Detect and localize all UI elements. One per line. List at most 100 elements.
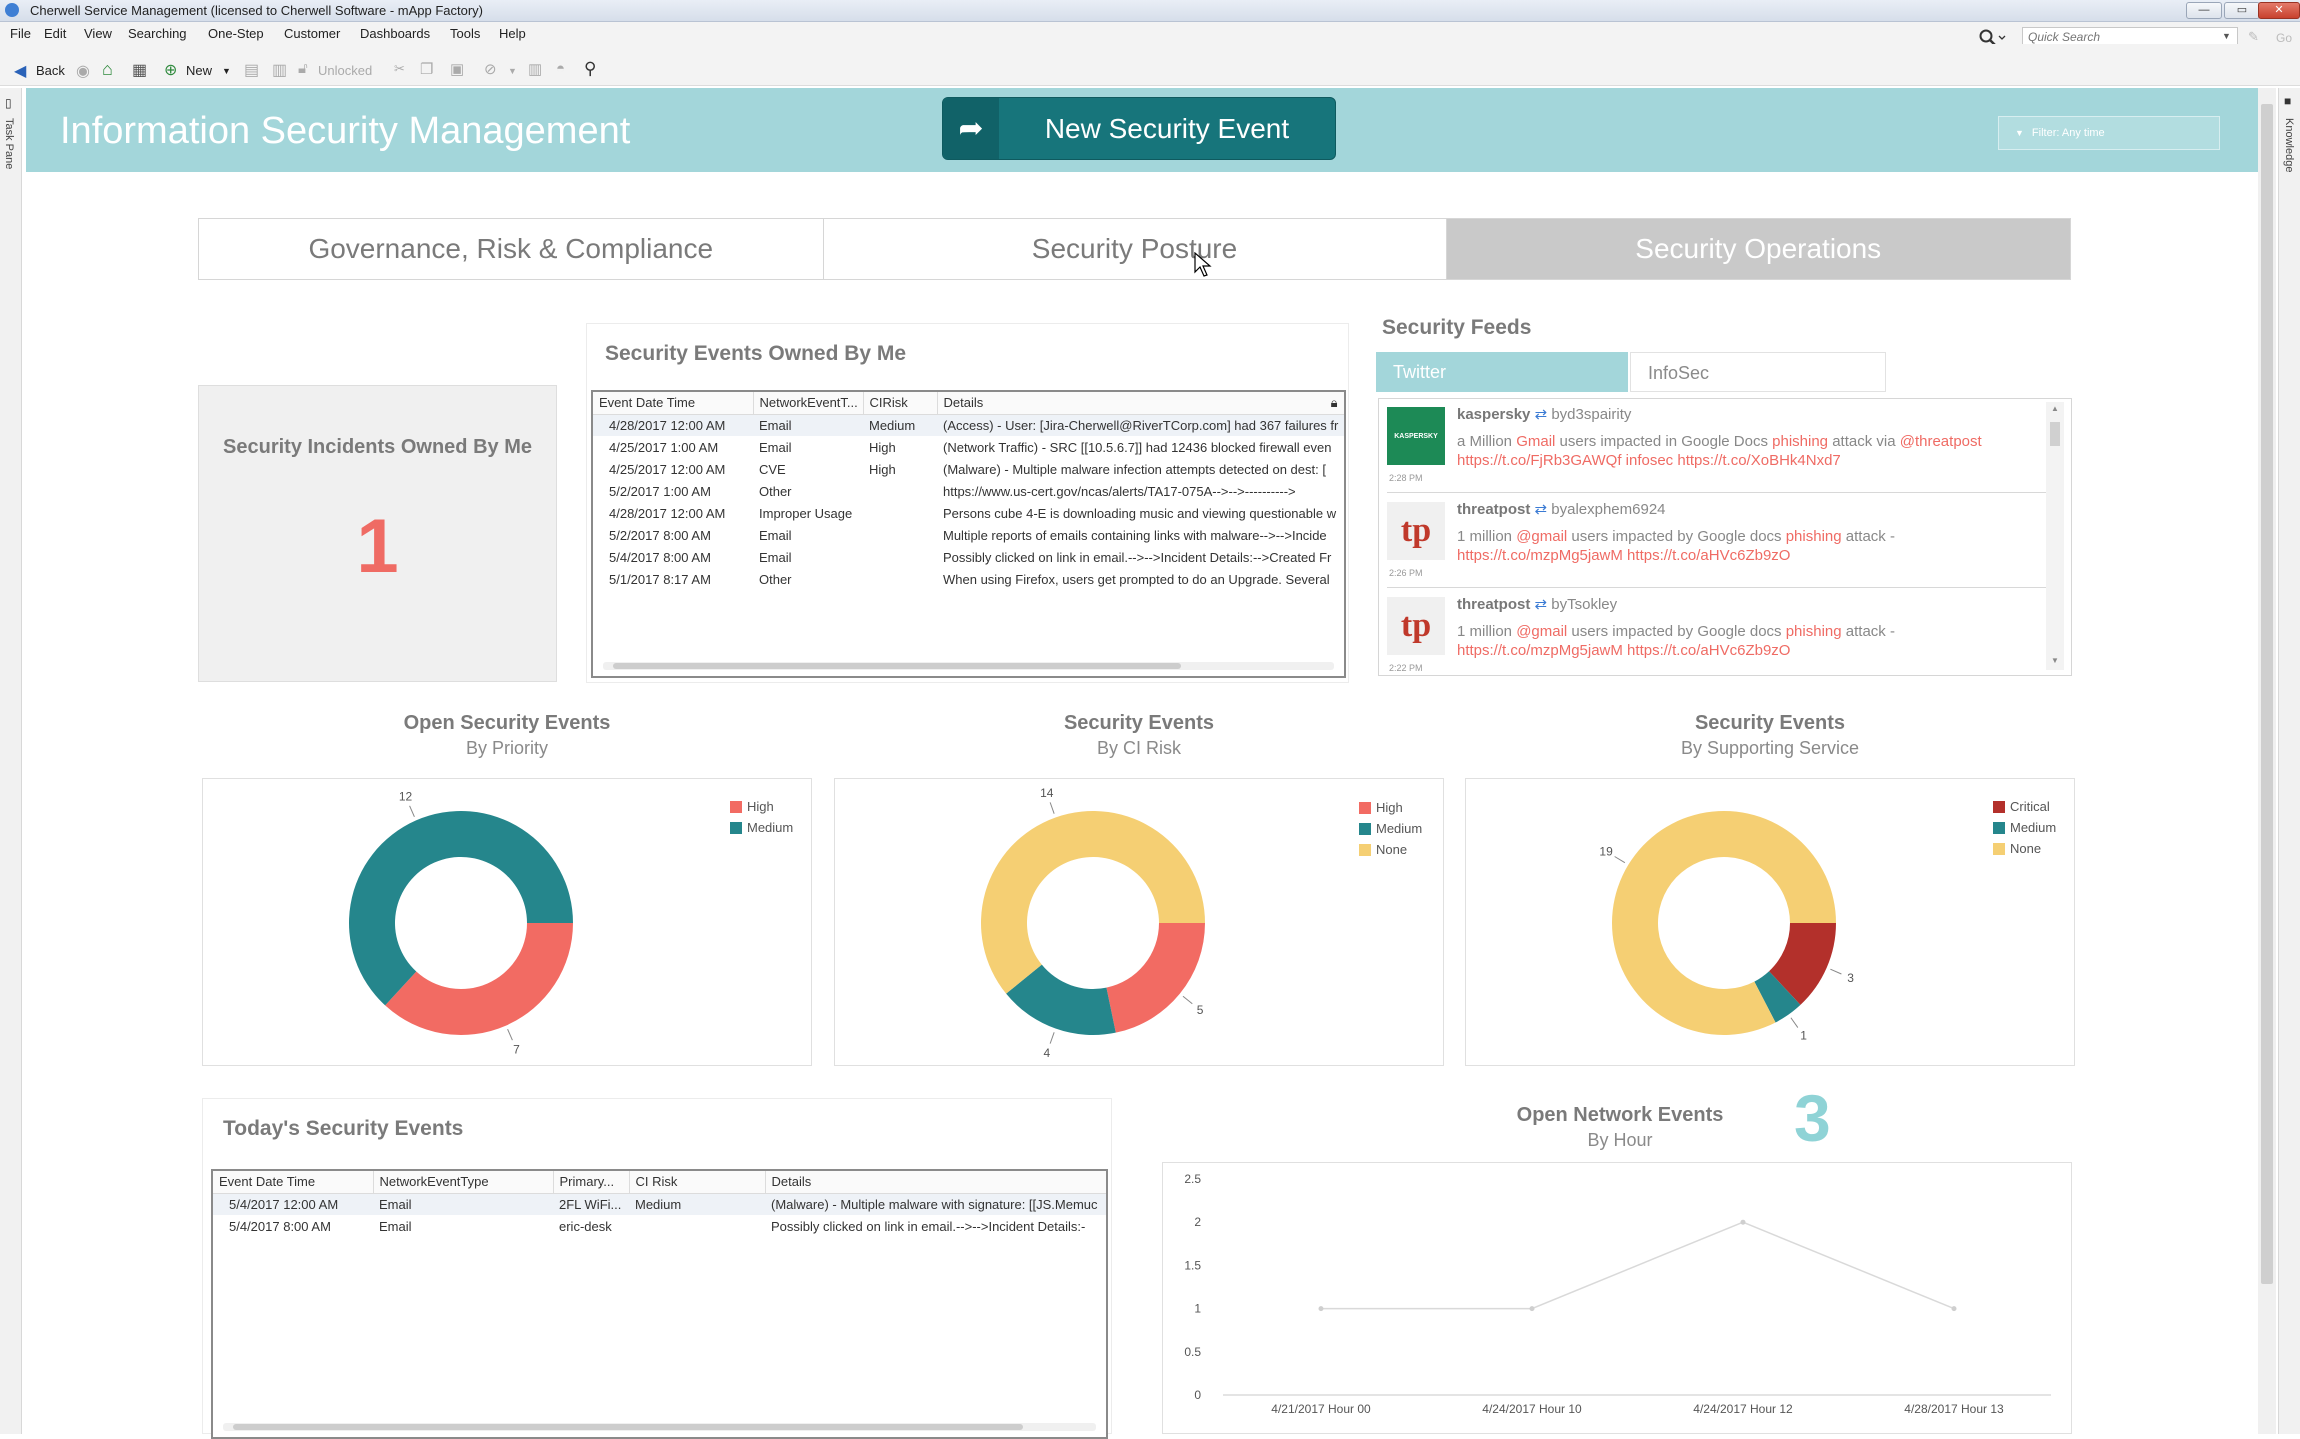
legend-item-none[interactable]: None [1993,838,2056,859]
donut-slice-critical[interactable] [1769,923,1836,1005]
data-point[interactable] [1318,1306,1324,1312]
tab-governance[interactable]: Governance, Risk & Compliance [199,219,824,279]
legend-item-medium[interactable]: Medium [1993,817,2056,838]
time-filter-dropdown[interactable]: ▼ Filter: Any time [1998,116,2220,150]
delete-icon[interactable]: ▥ [272,62,288,79]
cut-icon[interactable]: ✂ [394,61,405,76]
today-events-grid[interactable]: Event Date Time NetworkEventType Primary… [211,1169,1108,1439]
data-point[interactable] [1951,1306,1957,1312]
attach-chevron-icon[interactable]: ▼ [508,66,517,76]
back-arrow-icon[interactable]: ◀ [14,63,27,80]
donut-slice-none[interactable] [981,811,1205,994]
column-header-details[interactable]: Details [765,1171,1106,1194]
feed-highlight[interactable]: phishing [1785,623,1842,640]
owned-events-hscroll-thumb[interactable] [613,663,1181,669]
donut-slice-medium[interactable] [1754,971,1801,1023]
line-chart-network-events[interactable]: 0 0.5 1 1.5 2 2.5 4/21/2017 Hour 00 4/24/2017 H… [1163,1163,2071,1435]
menu-tools[interactable]: Tools [450,26,481,41]
column-header-network-event-type[interactable]: NetworkEventType [373,1171,554,1194]
column-header-network-event-type[interactable]: NetworkEventT... [753,392,864,415]
donut-slice-medium[interactable] [349,811,573,1006]
print-icon[interactable]: ◓ [556,60,566,77]
lock-icon[interactable]: 🔓︎ [298,60,308,77]
incidents-count[interactable]: 1 [356,504,399,589]
paste-icon[interactable]: ▣ [450,61,465,78]
table-row[interactable]: 5/2/2017 8:00 AM Email Multiple reports of… [593,524,1344,546]
menu-edit[interactable]: Edit [44,26,67,41]
page-scrollbar-thumb[interactable] [2261,104,2273,1284]
quick-search-input[interactable] [2022,27,2238,47]
feed-item[interactable]: tp 2:22 PM threatpost ⇄ byTsokley 1 mill… [1387,591,2049,675]
tab-infosec[interactable]: InfoSec [1630,352,1886,392]
new-chevron-icon[interactable]: ▼ [222,66,231,76]
menu-searching[interactable]: Searching [128,26,187,41]
network-events-count[interactable]: 3 [1794,1081,1831,1155]
new-security-event-button[interactable]: ➦ New Security Event [942,97,1336,160]
today-events-hscroll-thumb[interactable] [233,1424,1023,1430]
pen-icon[interactable]: ✎ [2248,29,2259,44]
donut-chart-service[interactable]: 3 1 19 [1466,779,2074,1065]
feed-scrollbar[interactable]: ▲ ▼ [2046,402,2064,670]
menu-one-step[interactable]: One-Step [208,26,264,41]
table-row[interactable]: 4/25/2017 12:00 AM CVE High (Malware) - Mul… [593,458,1344,480]
feed-list[interactable]: KASPERSKY 2:28 PM kaspersky ⇄ byd3spairi… [1378,398,2072,676]
donut-slice-high[interactable] [385,923,573,1035]
attach-icon[interactable]: ⊘ [484,61,497,78]
feed-highlight[interactable]: phishing [1772,433,1829,450]
column-header-details[interactable]: Details 🔒︎ [937,392,1344,415]
tab-security-operations[interactable]: Security Operations [1446,219,2070,279]
close-button[interactable]: ✕ [2258,2,2300,19]
feed-retweeted-by[interactable]: byalexphem6924 [1551,501,1666,518]
feed-retweeted-by[interactable]: byd3spairity [1551,406,1632,423]
legend-item-high[interactable]: High [730,796,793,817]
legend-item-critical[interactable]: Critical [1993,796,2056,817]
donut-slice-none[interactable] [1612,811,1836,1035]
table-row[interactable]: 5/2/2017 1:00 AM Other https://www.us-cert… [593,480,1344,502]
column-header-ci-risk[interactable]: CI Risk [629,1171,766,1194]
today-events-hscroll[interactable] [223,1423,1096,1431]
feed-item[interactable]: KASPERSKY 2:28 PM kaspersky ⇄ byd3spairi… [1387,401,2049,493]
feed-account[interactable]: kaspersky [1457,406,1531,423]
column-header-ci-risk[interactable]: CIRisk [863,392,938,415]
table-row[interactable]: 5/4/2017 8:00 AM Email Possibly clicked on… [593,546,1344,568]
legend-item-high[interactable]: High [1359,797,1422,818]
feed-highlight[interactable]: @gmail [1516,623,1568,640]
page-scrollbar[interactable] [2258,88,2276,1434]
new-plus-icon[interactable]: ⊕ [164,62,178,79]
save-icon[interactable]: ▤ [244,62,260,79]
calendar-icon[interactable]: ▦ [132,62,148,79]
feed-link[interactable]: https://t.co/mzpMg5jawM https://t.co/aHV… [1457,547,1791,564]
donut-chart-ci-risk[interactable]: 5 4 14 [835,779,1443,1065]
legend-item-medium[interactable]: Medium [1359,818,1422,839]
feed-highlight[interactable]: Gmail [1516,433,1556,450]
feed-account[interactable]: threatpost [1457,501,1531,518]
feed-account[interactable]: threatpost [1457,596,1531,613]
donut-slice-medium[interactable] [1006,964,1116,1035]
column-header-primary[interactable]: Primary... [553,1171,630,1194]
task-pane[interactable]: ▯ Task Pane [0,88,22,1434]
feed-scrollbar-thumb[interactable] [2050,422,2060,446]
restore-button[interactable]: ▭ [2224,2,2260,19]
scroll-down-icon[interactable]: ▼ [2051,656,2059,665]
legend-item-medium[interactable]: Medium [730,817,793,838]
menu-dashboards[interactable]: Dashboards [360,26,431,41]
owned-events-hscroll[interactable] [603,662,1334,670]
tab-security-posture[interactable]: Security Posture [823,219,1447,279]
feed-link[interactable]: https://t.co/mzpMg5jawM https://t.co/aHV… [1457,642,1791,659]
home-icon[interactable]: ⌂ [102,59,113,79]
donut-chart-priority[interactable]: 7 12 [203,779,811,1065]
table-row[interactable]: 5/4/2017 12:00 AM Email 2FL WiFi... Medium(… [213,1193,1106,1215]
menu-help[interactable]: Help [499,26,526,41]
knowledge-pane[interactable]: ■ Knowledge [2278,88,2300,1434]
unlocked-button[interactable]: Unlocked [318,63,373,78]
copy-icon[interactable]: ❐ [420,61,434,78]
data-point[interactable] [1529,1306,1535,1312]
chevron-down-icon[interactable]: ▼ [2222,31,2231,41]
forward-icon[interactable]: ◉ [76,63,90,80]
menu-file[interactable]: File [10,26,31,41]
menu-customer[interactable]: Customer [284,26,341,41]
incidents-widget[interactable]: Security Incidents Owned By Me 1 [198,385,557,682]
feed-highlight[interactable]: @gmail [1516,528,1568,545]
minimize-button[interactable]: — [2186,2,2222,19]
feed-item[interactable]: tp 2:26 PM threatpost ⇄ byalexphem6924 1… [1387,496,2049,588]
